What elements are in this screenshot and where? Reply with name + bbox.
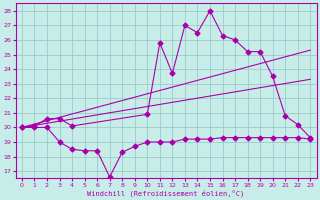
X-axis label: Windchill (Refroidissement éolien,°C): Windchill (Refroidissement éolien,°C) — [87, 189, 245, 197]
